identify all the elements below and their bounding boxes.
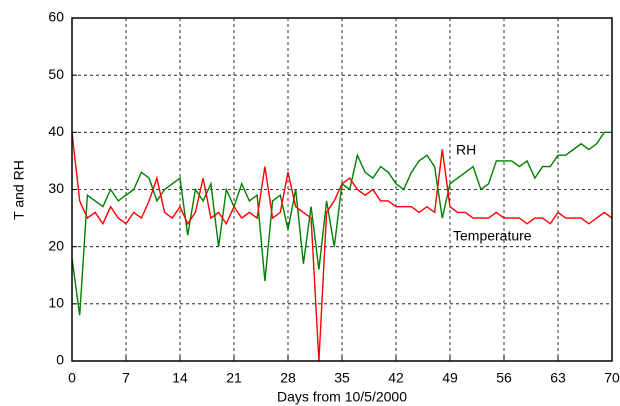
x-tick-label: 49 bbox=[442, 370, 458, 386]
y-tick-label: 40 bbox=[48, 123, 64, 139]
y-axis-label: T and RH bbox=[11, 160, 27, 220]
data-line bbox=[71, 132, 613, 362]
x-axis-label: Days from 10/5/2000 bbox=[277, 389, 407, 405]
annotation: Temperature bbox=[453, 228, 532, 244]
x-tick-label: 35 bbox=[334, 370, 350, 386]
x-tick-label: 56 bbox=[496, 370, 512, 386]
y-tick-label: 20 bbox=[48, 237, 64, 253]
x-tick-label: 21 bbox=[226, 370, 242, 386]
x-tick-label: 14 bbox=[172, 370, 188, 386]
y-tick-label: 60 bbox=[48, 9, 64, 25]
y-tick-label: 30 bbox=[48, 180, 64, 196]
x-tick-label: 7 bbox=[122, 370, 130, 386]
annotation: RH bbox=[456, 142, 476, 158]
y-tick-label: 50 bbox=[48, 66, 64, 82]
x-tick-label: 0 bbox=[68, 370, 76, 386]
x-tick-label: 63 bbox=[550, 370, 566, 386]
x-tick-label: 42 bbox=[388, 370, 404, 386]
x-tick-label: 70 bbox=[604, 370, 620, 386]
plot-frame bbox=[71, 17, 613, 362]
y-tick-label: 0 bbox=[56, 352, 64, 368]
y-tick-label: 10 bbox=[48, 295, 64, 311]
x-tick-label: 28 bbox=[280, 370, 296, 386]
